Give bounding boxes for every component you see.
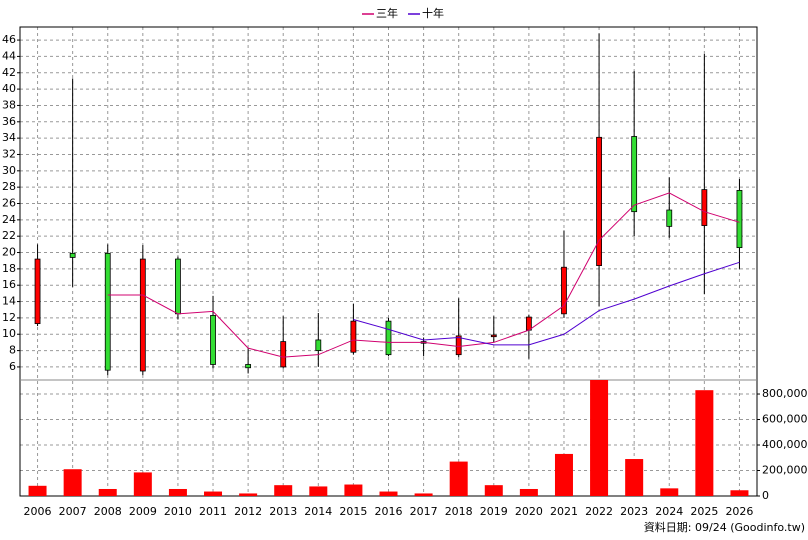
y-tick-label: 34 [2, 131, 16, 144]
footer: 資料日期: 09/24 (Goodinfo.tw) [644, 520, 805, 534]
y-tick-label: 40 [2, 82, 16, 95]
volume-bar [730, 490, 749, 496]
volume-bar [660, 488, 679, 496]
candle-body [736, 190, 743, 249]
x-tick-label: 2021 [550, 505, 578, 518]
y-tick-label: 14 [2, 295, 16, 308]
volume-bar [449, 461, 468, 496]
volume-bar [309, 486, 328, 496]
candle-body [69, 252, 76, 258]
x-tick-label: 2010 [164, 505, 192, 518]
y-tick-label: 46 [2, 33, 16, 46]
x-tick-label: 2020 [515, 505, 543, 518]
x-tick-label: 2026 [725, 505, 753, 518]
volume-bar [484, 485, 503, 496]
y-tick-label: 12 [2, 311, 16, 324]
y-tick-label: 44 [2, 49, 16, 62]
line-series [353, 261, 740, 346]
y-tick-label: 22 [2, 229, 16, 242]
x-tick-label: 2024 [655, 505, 683, 518]
volume-bar [133, 472, 152, 496]
candle-body [385, 320, 392, 356]
y2-tick-label: 600,000 [762, 413, 808, 426]
candle-body [245, 364, 252, 369]
candle-body [561, 266, 567, 315]
y2-tick-label: 0 [762, 489, 769, 502]
candle-body [34, 258, 41, 325]
x-tick-label: 2015 [339, 505, 367, 518]
legend-label: 三年 [376, 6, 398, 20]
volume-bar [168, 488, 187, 496]
candle-body [280, 341, 287, 368]
y2-tick-label: 400,000 [762, 438, 808, 451]
y-tick-label: 38 [2, 98, 16, 111]
candle-body [666, 209, 673, 227]
candle-body [631, 136, 638, 213]
candle-body [350, 320, 357, 353]
x-tick-label: 2018 [445, 505, 473, 518]
x-tick-label: 2025 [690, 505, 718, 518]
x-tick-label: 2023 [620, 505, 648, 518]
candle-body [315, 339, 322, 351]
candle-body [139, 258, 146, 372]
x-tick-label: 2014 [304, 505, 332, 518]
y-tick-label: 20 [2, 246, 16, 259]
candle-body [490, 334, 497, 338]
volume-bar [414, 493, 433, 496]
x-tick-label: 2019 [480, 505, 508, 518]
y2-tick-label: 800,000 [762, 387, 808, 400]
volume-bar [274, 485, 293, 496]
candle-body [455, 335, 462, 356]
x-tick-label: 2017 [410, 505, 438, 518]
x-tick-label: 2009 [129, 505, 157, 518]
candle-body [701, 189, 708, 226]
y-tick-label: 36 [2, 115, 16, 128]
volume-bar [695, 390, 714, 496]
y2-tick-label: 200,000 [762, 464, 808, 477]
y-tick-label: 6 [9, 360, 16, 373]
volume-bar [625, 459, 644, 496]
volume-bar [98, 488, 117, 496]
x-tick-label: 2006 [24, 505, 52, 518]
candle-body [210, 315, 216, 365]
volume-bar [554, 453, 573, 496]
volume-bar [28, 485, 47, 496]
candle-body [175, 258, 181, 315]
y-tick-label: 24 [2, 213, 16, 226]
candle-body [525, 316, 532, 331]
y-tick-label: 26 [2, 197, 16, 210]
volume-bar [344, 484, 363, 496]
y-tick-label: 18 [2, 262, 16, 275]
volume-bar [63, 469, 82, 496]
y-tick-label: 16 [2, 278, 16, 291]
x-tick-label: 2008 [94, 505, 122, 518]
candle-body [596, 136, 602, 267]
volume-bar [379, 491, 398, 496]
volume-bar [204, 491, 223, 496]
y-tick-label: 30 [2, 164, 16, 177]
y-tick-label: 10 [2, 327, 16, 340]
volume-bar [239, 493, 258, 496]
legend-label: 十年 [422, 6, 444, 20]
y-tick-label: 42 [2, 66, 16, 79]
x-tick-label: 2016 [375, 505, 403, 518]
x-tick-label: 2022 [585, 505, 613, 518]
y-tick-label: 28 [2, 180, 16, 193]
volume-bar [519, 488, 538, 496]
x-tick-label: 2011 [199, 505, 227, 518]
candle-body [104, 252, 111, 371]
y-tick-label: 32 [2, 147, 16, 160]
y-tick-label: 8 [9, 344, 16, 357]
line-series [107, 192, 740, 358]
x-tick-label: 2013 [269, 505, 297, 518]
x-tick-label: 2007 [59, 505, 87, 518]
volume-bar [590, 380, 609, 496]
x-tick-label: 2012 [234, 505, 262, 518]
